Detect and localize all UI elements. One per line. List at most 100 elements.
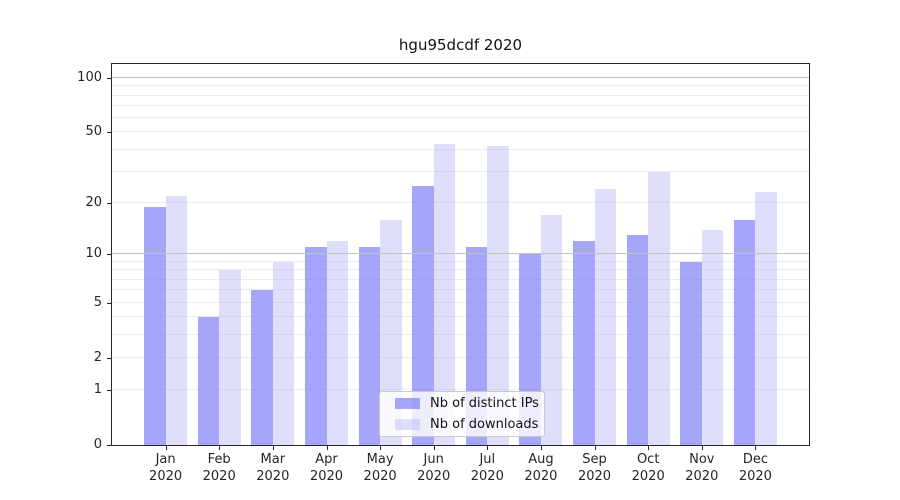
bar-downloads xyxy=(433,144,456,445)
x-axis-label-line: 2020 xyxy=(256,469,290,484)
gridline-minor xyxy=(112,278,809,280)
y-axis-label: 20 xyxy=(85,194,102,210)
x-axis-tick xyxy=(540,446,542,450)
x-axis-label: Oct 2020 xyxy=(618,451,678,485)
x-axis-label: Sep 2020 xyxy=(565,451,625,485)
x-axis-tick xyxy=(755,446,757,450)
x-axis-label: Apr 2020 xyxy=(297,451,357,485)
x-axis-label: Feb 2020 xyxy=(189,451,249,485)
left-spine xyxy=(111,63,112,446)
bar-distinct-ips xyxy=(305,247,327,445)
x-axis-label-line: Jul xyxy=(479,452,496,467)
gridline-minor xyxy=(112,170,809,172)
y-axis-tick xyxy=(107,357,111,359)
bar-downloads xyxy=(326,241,348,445)
bar-distinct-ips xyxy=(358,247,381,445)
x-axis-tick xyxy=(487,446,489,450)
x-axis-label-line: Sep xyxy=(582,452,607,467)
y-axis-tick xyxy=(107,202,111,204)
top-spine xyxy=(111,63,810,64)
right-spine xyxy=(809,63,810,446)
legend-item-downloads: Nb of downloads xyxy=(380,414,544,435)
x-axis-label-line: Jan xyxy=(155,452,176,467)
x-axis-tick xyxy=(219,446,221,450)
bar-downloads xyxy=(701,229,724,445)
gridline-minor xyxy=(112,94,809,96)
x-axis-tick xyxy=(648,446,650,450)
y-axis-tick xyxy=(107,132,111,134)
gridline-minor xyxy=(112,131,809,133)
gridline-minor xyxy=(112,201,809,203)
gridline-minor xyxy=(112,289,809,291)
legend-swatch-downloads xyxy=(395,419,420,430)
gridline-minor xyxy=(112,85,809,87)
x-axis-label-line: 2020 xyxy=(470,469,504,484)
x-axis-label-line: Mar xyxy=(260,452,286,467)
bar-downloads xyxy=(380,219,402,445)
x-axis-label-line: 2020 xyxy=(577,469,612,484)
bar-downloads xyxy=(219,270,241,445)
bar-distinct-ips xyxy=(733,219,756,445)
x-axis-label: Nov 2020 xyxy=(672,451,732,485)
gridline-minor xyxy=(112,301,809,303)
y-axis-label: 2 xyxy=(93,349,102,365)
bar-distinct-ips xyxy=(573,241,595,445)
x-axis-label-line: 2020 xyxy=(309,469,344,484)
x-axis-label: Jul 2020 xyxy=(457,451,517,485)
x-axis-label: Dec 2020 xyxy=(725,451,785,485)
x-axis-label-line: Dec xyxy=(742,452,768,467)
bar-downloads xyxy=(594,189,616,445)
bar-downloads xyxy=(165,195,188,445)
y-axis-label: 50 xyxy=(85,124,102,140)
x-axis-label-line: Aug xyxy=(528,452,554,467)
bar-downloads xyxy=(487,145,509,445)
x-axis-tick xyxy=(165,446,167,450)
y-axis-label: 10 xyxy=(85,246,102,262)
x-axis-label-line: 2020 xyxy=(363,469,397,484)
y-axis-tick xyxy=(107,302,111,304)
chart-title: hgu95dcdf 2020 xyxy=(398,36,523,54)
x-axis-tick xyxy=(326,446,328,450)
x-axis-label-line: Feb xyxy=(207,452,231,467)
y-axis-tick xyxy=(107,389,111,391)
legend: Nb of distinct IPs Nb of downloads xyxy=(379,391,545,437)
gridline-minor xyxy=(112,148,809,150)
bar-distinct-ips xyxy=(197,317,220,445)
gridline-major xyxy=(112,77,809,78)
x-axis-label: Jun 2020 xyxy=(404,451,464,485)
x-axis-label-line: 2020 xyxy=(202,469,236,484)
x-axis-tick xyxy=(272,446,274,450)
y-axis-tick xyxy=(107,445,111,446)
x-axis-label-line: 2020 xyxy=(417,469,451,484)
plot-area xyxy=(112,63,809,445)
y-axis-tick xyxy=(107,78,111,79)
x-axis-tick xyxy=(433,446,435,450)
x-axis-tick xyxy=(701,446,703,450)
x-axis-tick xyxy=(380,446,382,450)
x-axis-label-line: 2020 xyxy=(685,469,719,484)
x-axis-label-line: Nov xyxy=(689,452,715,467)
bar-distinct-ips xyxy=(680,261,702,445)
bar-distinct-ips xyxy=(626,235,649,445)
bar-downloads xyxy=(540,215,563,445)
gridline-minor xyxy=(112,316,809,317)
gridline-minor xyxy=(112,260,809,262)
gridline-minor xyxy=(112,388,809,390)
gridline-minor xyxy=(112,105,809,106)
x-axis-label-line: May xyxy=(366,452,394,467)
x-axis-label-line: Apr xyxy=(315,452,338,467)
gridline-minor xyxy=(112,117,809,119)
x-axis-label-line: 2020 xyxy=(738,469,772,484)
legend-label-distinct-ips: Nb of distinct IPs xyxy=(430,396,539,411)
y-axis-label: 100 xyxy=(77,70,102,85)
x-axis-label: Jan 2020 xyxy=(136,451,196,485)
y-axis-label: 0 xyxy=(93,437,102,452)
gridline-minor xyxy=(112,269,809,271)
gridline-minor xyxy=(112,356,809,358)
x-axis-label: Aug 2020 xyxy=(511,451,571,485)
x-axis-tick xyxy=(594,446,596,450)
legend-item-distinct-ips: Nb of distinct IPs xyxy=(380,393,544,414)
x-axis-label-line: 2020 xyxy=(631,469,665,484)
x-axis-label: Mar 2020 xyxy=(243,451,303,485)
